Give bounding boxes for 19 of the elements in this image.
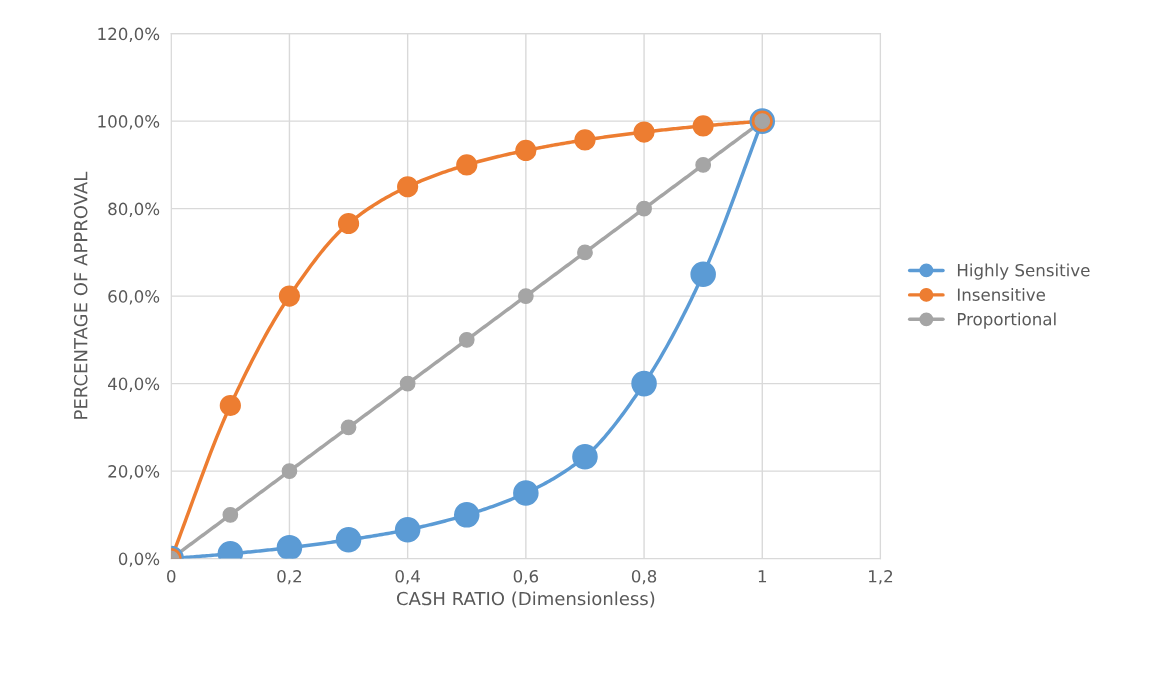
y-tick-label: 120,0% [98,27,160,42]
y-axis-title: PERCENTAGE OF APPROVAL [73,171,88,419]
legend-label: Proportional [957,312,1056,329]
x-axis-title: CASH RATIO (Dimensionless) [396,591,655,608]
x-tick-label: 1,2 [869,570,893,585]
x-tick-label: 0 [167,570,176,583]
x-tick-label: 1 [758,570,767,583]
x-tick-label: 0,4 [395,570,420,585]
y-tick-label: 0,0% [118,552,160,567]
legend-label: Highly Sensitive [957,263,1090,280]
x-tick-label: 0,2 [277,570,302,585]
y-tick-label: 60,0% [108,290,160,305]
legend-label: Insensitive [957,288,1046,301]
y-tick-label: 40,0% [107,377,160,392]
y-tick-label: 20,0% [108,465,160,480]
x-tick-label: 0,6 [513,570,539,585]
x-tick-label: 0,8 [631,570,657,585]
y-tick-label: 100,0% [98,115,160,130]
y-tick-label: 80,0% [108,202,160,217]
